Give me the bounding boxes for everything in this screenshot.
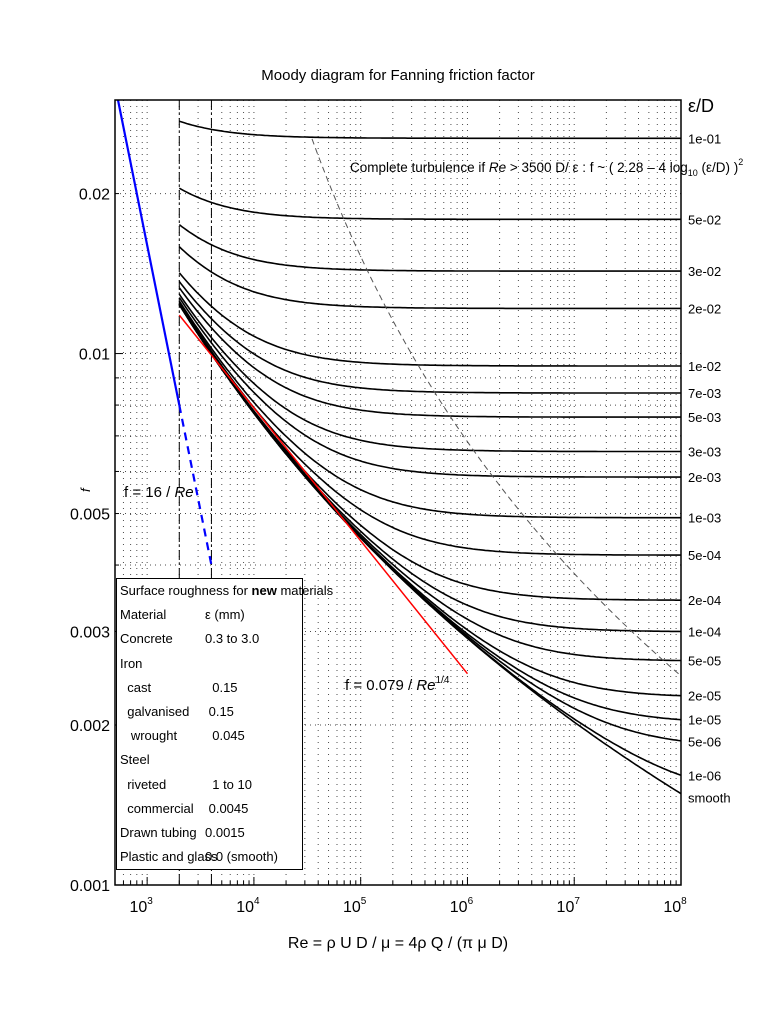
friction-curve-3e-03 bbox=[178, 293, 681, 453]
material-name: riveted bbox=[120, 776, 167, 792]
laminar-line bbox=[116, 99, 181, 406]
y-tick-label: 0.005 bbox=[70, 507, 110, 524]
y-tick-label: 0.003 bbox=[70, 624, 110, 641]
x-tick-label: 103 bbox=[129, 896, 153, 916]
x-tick-label: 108 bbox=[663, 896, 687, 916]
roughness-label: 2e-03 bbox=[688, 470, 721, 485]
material-name: Iron bbox=[120, 655, 143, 671]
roughness-label: 3e-03 bbox=[688, 445, 721, 460]
blasius-label: f = 0.079 / Re1/4 bbox=[345, 675, 450, 694]
roughness-value: 0.15 bbox=[205, 703, 234, 719]
roughness-label: 1e-05 bbox=[688, 713, 721, 728]
material-name: wrought bbox=[120, 728, 178, 744]
legend-row: Concrete 0.3 to 3.0 bbox=[117, 627, 302, 651]
friction-curve-5e-02 bbox=[178, 187, 681, 221]
x-tick-label: 105 bbox=[343, 896, 367, 916]
plot-frame bbox=[114, 99, 682, 886]
material-name: commercial bbox=[120, 800, 194, 816]
roughness-header: ε/D bbox=[688, 96, 714, 116]
friction-curve-3e-02 bbox=[178, 223, 681, 272]
roughness-label: 2e-05 bbox=[688, 689, 721, 704]
complete-turbulence-note: Complete turbulence if Re > 3500 D/ ε : … bbox=[350, 157, 743, 178]
legend-row: commercial 0.0045 bbox=[117, 797, 302, 821]
legend-row: Steel bbox=[117, 748, 302, 772]
material-name: Steel bbox=[120, 752, 150, 768]
roughness-label: 1e-02 bbox=[688, 359, 721, 374]
roughness-value: 0.0 (smooth) bbox=[205, 849, 278, 865]
roughness-label: 5e-05 bbox=[688, 654, 721, 669]
roughness-value: 0.0015 bbox=[205, 824, 245, 840]
roughness-value: 0.15 bbox=[205, 679, 238, 695]
material-name: Material bbox=[120, 607, 167, 623]
roughness-label: smooth bbox=[688, 790, 731, 805]
laminar-label: f = 16 / Re bbox=[124, 484, 194, 501]
legend-row: Iron bbox=[117, 652, 302, 676]
complete-turbulence-line bbox=[311, 138, 681, 676]
friction-curve-smooth bbox=[178, 304, 682, 795]
roughness-label: 5e-06 bbox=[688, 735, 721, 750]
legend-row: Drawn tubing 0.0015 bbox=[117, 821, 302, 845]
friction-curve-1e-02 bbox=[178, 272, 681, 367]
friction-curve-1e-03 bbox=[178, 300, 681, 519]
friction-curve-7e-03 bbox=[178, 281, 681, 394]
x-tick-label: 107 bbox=[557, 896, 581, 916]
roughness-label: 1e-03 bbox=[688, 511, 721, 526]
material-name: Concrete bbox=[120, 631, 173, 647]
roughness-label: 1e-06 bbox=[688, 768, 721, 783]
roughness-value: ε (mm) bbox=[205, 607, 245, 623]
roughness-value: 0.045 bbox=[205, 728, 245, 744]
x-tick-label: 106 bbox=[450, 896, 474, 916]
x-axis-label: Re = ρ U D / μ = 4ρ Q / (π μ D) bbox=[288, 935, 508, 952]
legend-title: Surface roughness for new materials bbox=[120, 583, 334, 598]
x-tick-label: 104 bbox=[236, 896, 260, 916]
legend-row: Plastic and glass 0.0 (smooth) bbox=[117, 845, 302, 869]
friction-curve-2e-03 bbox=[178, 297, 681, 478]
legend-row: riveted 1 to 10 bbox=[117, 773, 302, 797]
blasius-line bbox=[178, 314, 469, 675]
y-tick-label: 0.02 bbox=[79, 187, 110, 204]
roughness-value: 0.3 to 3.0 bbox=[205, 631, 260, 647]
roughness-label: 5e-03 bbox=[688, 410, 721, 425]
roughness-legend: Surface roughness for new materials Mate… bbox=[116, 578, 334, 870]
y-tick-label: 0.002 bbox=[70, 718, 110, 735]
roughness-label: 2e-02 bbox=[688, 301, 721, 316]
friction-curve-1e-01 bbox=[179, 120, 681, 140]
material-name: Drawn tubing bbox=[120, 824, 197, 840]
roughness-label: 2e-04 bbox=[688, 593, 721, 608]
y-tick-label: 0.001 bbox=[70, 878, 110, 895]
friction-curve-5e-03 bbox=[178, 287, 681, 418]
legend-row: Material ε (mm) bbox=[117, 603, 302, 627]
y-tick-label: 0.01 bbox=[79, 347, 110, 364]
roughness-label: 1e-04 bbox=[688, 624, 721, 639]
chart-title: Moody diagram for Fanning friction facto… bbox=[261, 67, 534, 84]
roughness-label: 5e-04 bbox=[688, 548, 721, 563]
legend-row: cast 0.15 bbox=[117, 676, 302, 700]
friction-curve-2e-02 bbox=[178, 246, 681, 310]
legend-row: wrought 0.045 bbox=[117, 724, 302, 748]
roughness-label: 1e-01 bbox=[688, 131, 721, 146]
material-name: cast bbox=[120, 679, 152, 695]
material-name: galvanised bbox=[120, 703, 190, 719]
roughness-label: 7e-03 bbox=[688, 386, 721, 401]
roughness-value: 1 to 10 bbox=[205, 776, 252, 792]
roughness-value: 0.0045 bbox=[205, 800, 249, 816]
material-name: Plastic and glass bbox=[120, 849, 218, 865]
roughness-label: 5e-02 bbox=[688, 212, 721, 227]
roughness-label: 3e-02 bbox=[688, 264, 721, 279]
y-axis-label: f bbox=[78, 487, 93, 492]
legend-row: galvanised 0.15 bbox=[117, 700, 302, 724]
